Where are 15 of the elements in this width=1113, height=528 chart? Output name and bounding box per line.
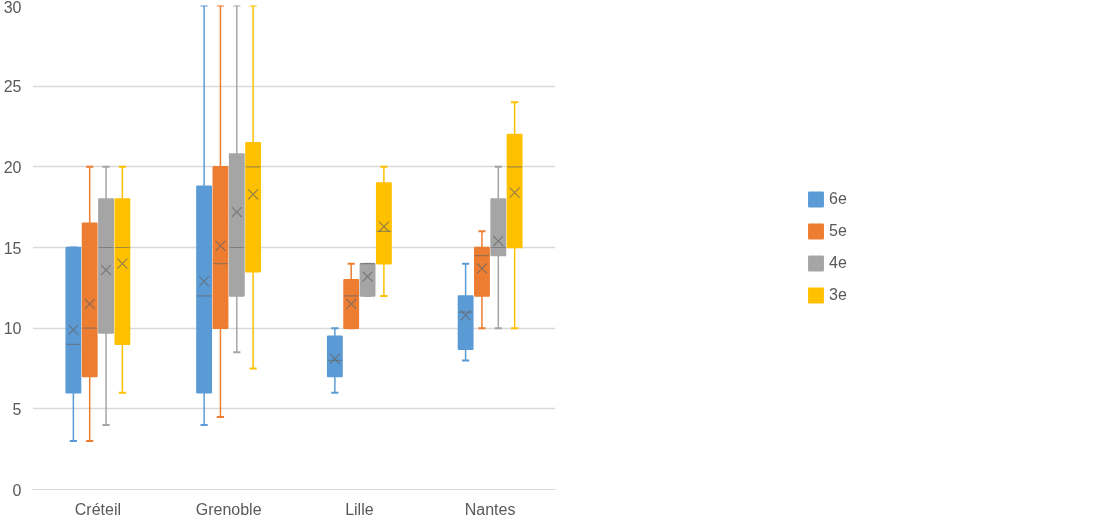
legend-label: 4e xyxy=(829,254,848,272)
x-tick-label: Lille xyxy=(345,500,374,518)
y-tick-label: 25 xyxy=(3,78,22,96)
y-tick-label: 5 xyxy=(12,400,22,418)
x-tick-label: Créteil xyxy=(74,500,121,518)
y-tick-label: 30 xyxy=(3,0,22,16)
legend-label: 6e xyxy=(829,190,848,208)
x-tick-label: Grenoble xyxy=(195,500,262,518)
y-tick-label: 15 xyxy=(3,239,22,257)
y-tick-label: 20 xyxy=(3,158,22,176)
y-tick-label: 0 xyxy=(12,481,22,499)
y-tick-label: 10 xyxy=(3,320,22,338)
x-tick-label: Nantes xyxy=(464,500,516,518)
legend-label: 3e xyxy=(829,286,848,304)
legend-label: 5e xyxy=(829,222,848,240)
